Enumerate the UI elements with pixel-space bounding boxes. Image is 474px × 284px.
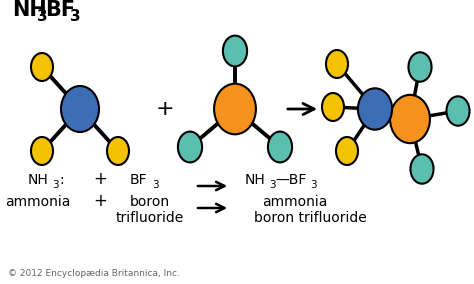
Text: —BF: —BF bbox=[275, 173, 306, 187]
Ellipse shape bbox=[107, 137, 129, 165]
Text: 3: 3 bbox=[152, 180, 159, 190]
Ellipse shape bbox=[409, 52, 431, 82]
Ellipse shape bbox=[336, 137, 358, 165]
Text: © 2012 Encyclopædia Britannica, Inc.: © 2012 Encyclopædia Britannica, Inc. bbox=[8, 269, 180, 278]
Text: NH: NH bbox=[12, 0, 47, 20]
Text: BF: BF bbox=[130, 173, 147, 187]
Text: boron trifluoride: boron trifluoride bbox=[254, 211, 366, 225]
Ellipse shape bbox=[410, 154, 434, 184]
Text: 3: 3 bbox=[70, 9, 81, 24]
Ellipse shape bbox=[322, 93, 344, 121]
Ellipse shape bbox=[178, 131, 202, 162]
Text: 3: 3 bbox=[269, 180, 275, 190]
Text: NH: NH bbox=[28, 173, 49, 187]
Text: +: + bbox=[93, 170, 107, 188]
Ellipse shape bbox=[214, 84, 256, 134]
Text: +: + bbox=[155, 99, 174, 119]
Text: 3: 3 bbox=[37, 9, 47, 24]
Text: NH: NH bbox=[245, 173, 266, 187]
Text: :: : bbox=[59, 173, 64, 187]
Text: ammonia: ammonia bbox=[262, 195, 328, 209]
Ellipse shape bbox=[390, 95, 430, 143]
Text: 3: 3 bbox=[310, 180, 317, 190]
Ellipse shape bbox=[358, 88, 392, 130]
Ellipse shape bbox=[31, 53, 53, 81]
Ellipse shape bbox=[326, 50, 348, 78]
Ellipse shape bbox=[31, 137, 53, 165]
Ellipse shape bbox=[268, 131, 292, 162]
Text: ammonia: ammonia bbox=[5, 195, 71, 209]
Ellipse shape bbox=[223, 36, 247, 66]
Ellipse shape bbox=[447, 96, 470, 126]
Text: BF: BF bbox=[45, 0, 75, 20]
Text: 3: 3 bbox=[52, 180, 59, 190]
Text: boron: boron bbox=[130, 195, 170, 209]
Text: +: + bbox=[93, 192, 107, 210]
Text: trifluoride: trifluoride bbox=[116, 211, 184, 225]
Ellipse shape bbox=[61, 86, 99, 132]
